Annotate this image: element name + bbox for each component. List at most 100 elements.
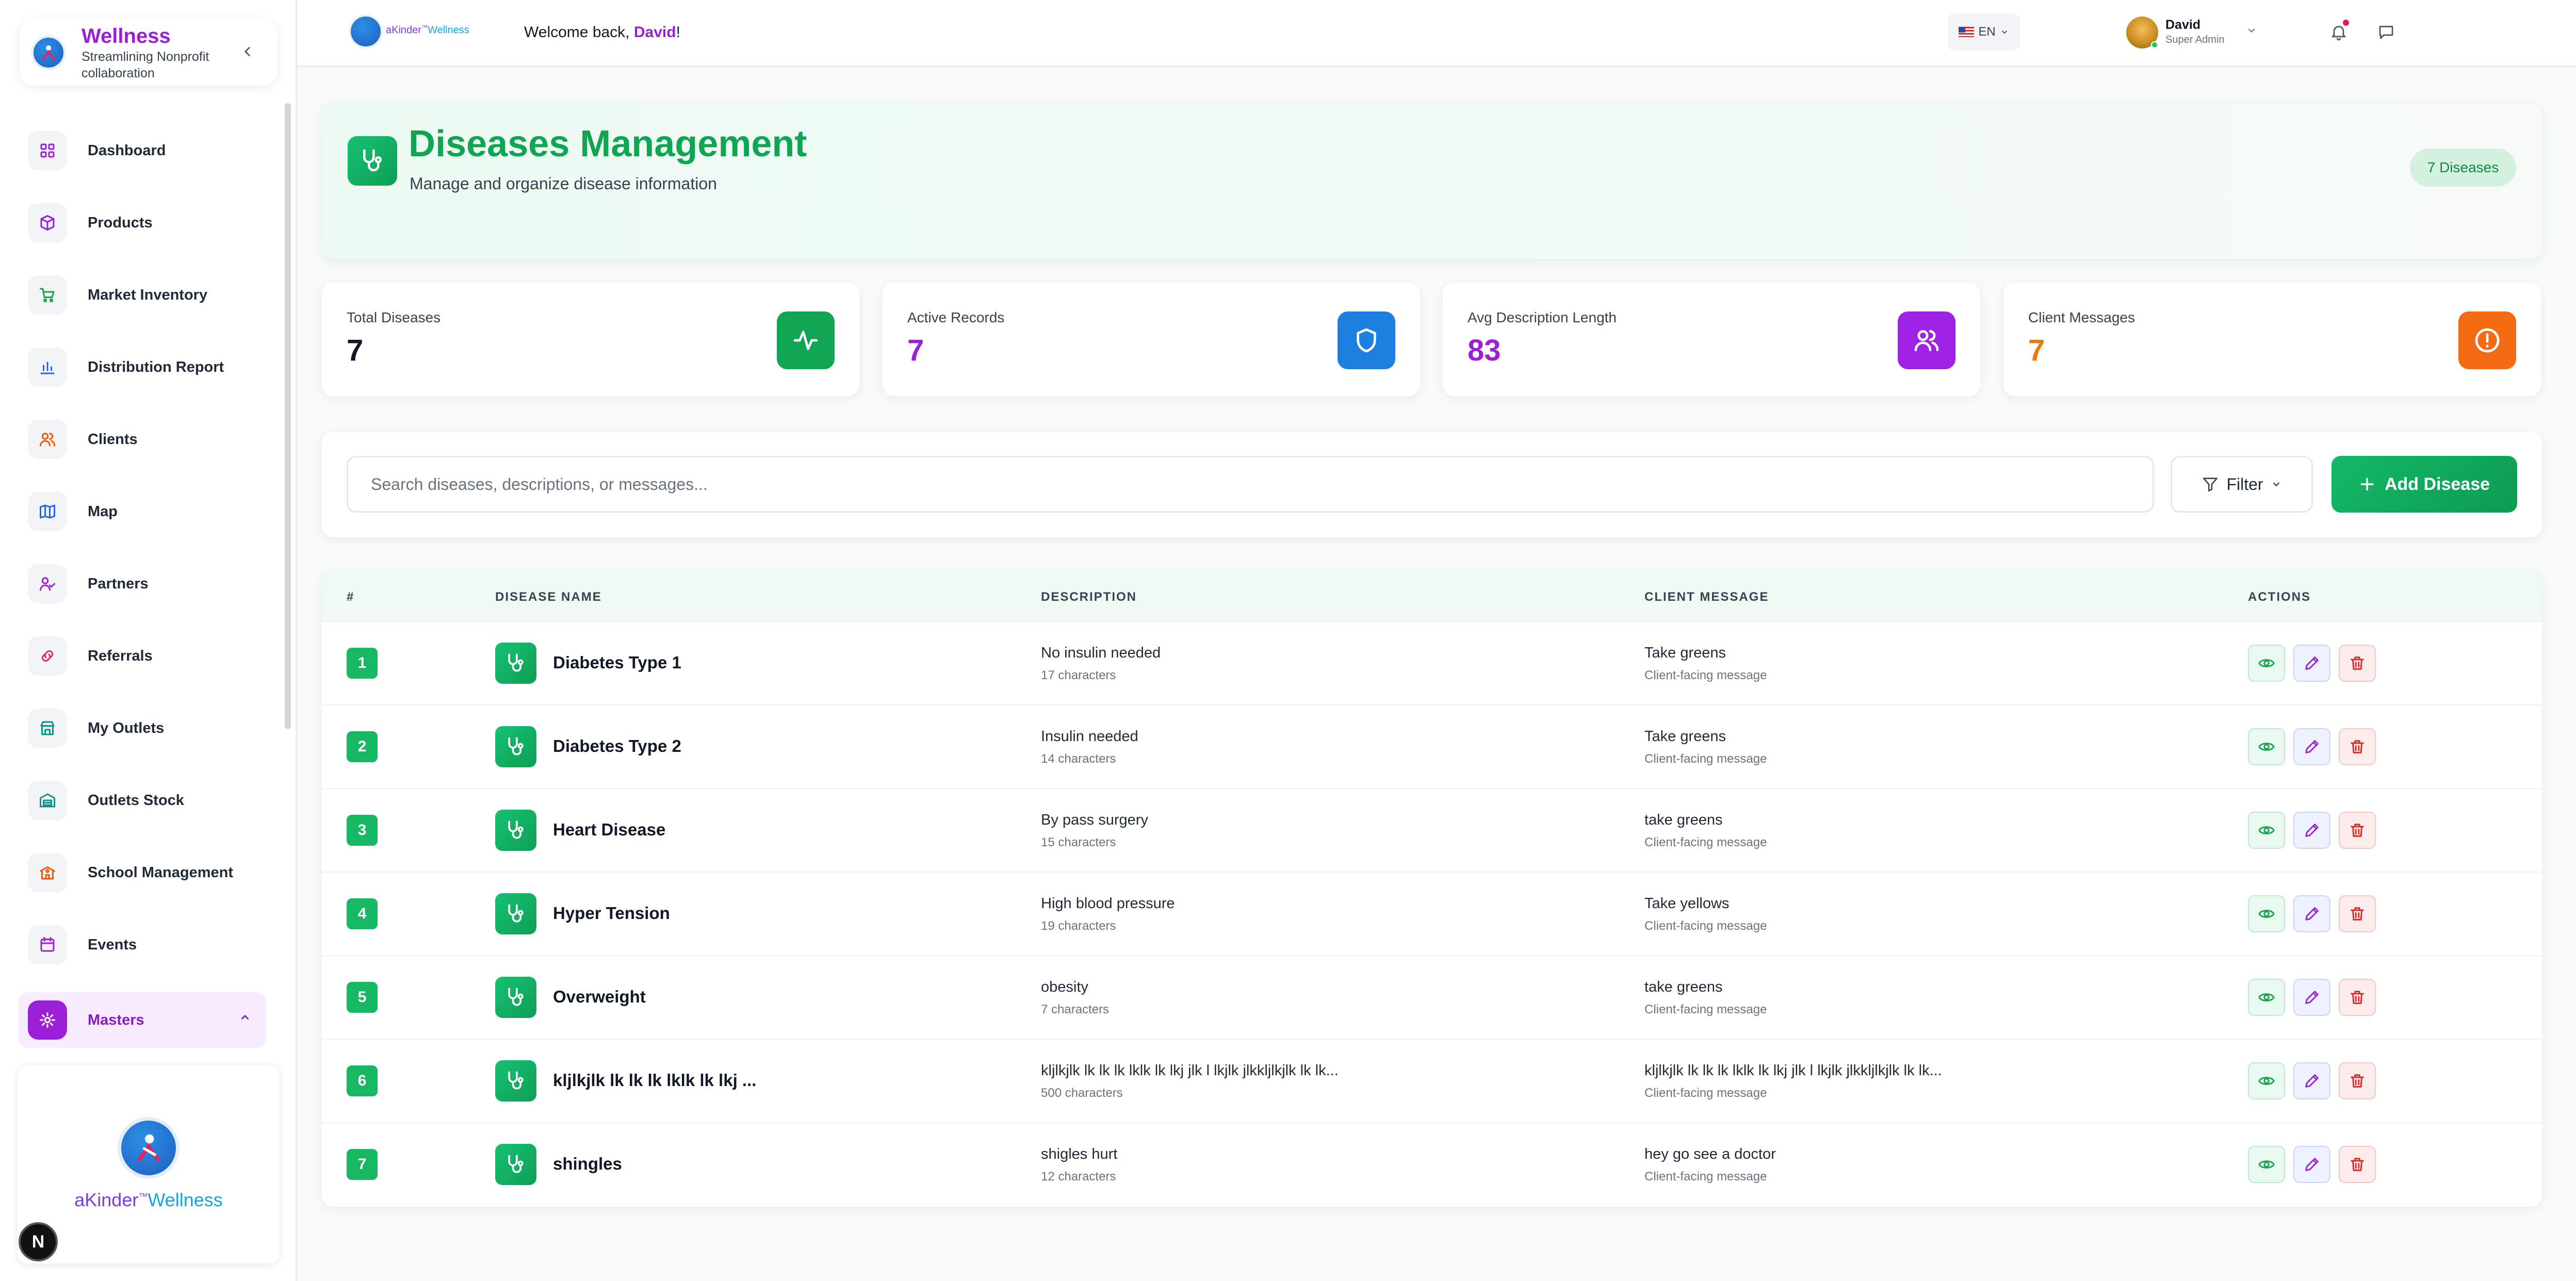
sidebar-item-masters[interactable]: Masters xyxy=(19,992,266,1048)
client-message: hey go see a doctor xyxy=(1644,1146,1776,1162)
client-message-caption: Client-facing message xyxy=(1644,919,1767,933)
trash-icon xyxy=(2351,907,2364,921)
sidebar-item-clients[interactable]: Clients xyxy=(19,412,266,467)
sidebar-item-label: Clients xyxy=(88,431,138,448)
stat-label: Active Records xyxy=(907,309,1005,325)
sidebar-item-distribution-report[interactable]: Distribution Report xyxy=(19,339,266,395)
grid-icon xyxy=(40,143,55,158)
sidebar-item-my-outlets[interactable]: My Outlets xyxy=(19,700,266,756)
column-header-disease-name: DISEASE NAME xyxy=(495,590,602,604)
topbar: aKinder™Wellness Welcome back, David! EN… xyxy=(297,0,2576,67)
client-message-caption: Client-facing message xyxy=(1644,668,1767,682)
view-button[interactable] xyxy=(2248,979,2285,1016)
trash-icon xyxy=(2351,824,2364,837)
sidebar-item-map[interactable]: Map xyxy=(19,484,266,539)
delete-button[interactable] xyxy=(2339,812,2376,849)
sidebar-item-products[interactable]: Products xyxy=(19,195,266,251)
messages-button[interactable] xyxy=(2372,18,2401,46)
edit-button[interactable] xyxy=(2293,895,2330,932)
chevron-up-icon[interactable] xyxy=(238,1011,252,1024)
eye-icon xyxy=(2258,910,2275,918)
edit-button[interactable] xyxy=(2293,1146,2330,1183)
client-message-caption: Client-facing message xyxy=(1644,752,1767,766)
client-message: take greens xyxy=(1644,812,1723,828)
chat-icon xyxy=(2379,26,2393,39)
delete-button[interactable] xyxy=(2339,728,2376,765)
description-length: 500 characters xyxy=(1041,1086,1123,1100)
delete-button[interactable] xyxy=(2339,979,2376,1016)
edit-button[interactable] xyxy=(2293,1062,2330,1099)
delete-button[interactable] xyxy=(2339,1062,2376,1099)
delete-button[interactable] xyxy=(2339,645,2376,682)
sidebar-item-school-management[interactable]: School Management xyxy=(19,845,266,900)
disease-description: No insulin needed xyxy=(1041,645,1161,661)
view-button[interactable] xyxy=(2248,1062,2285,1099)
add-disease-button[interactable]: Add Disease xyxy=(2332,456,2517,513)
map-icon xyxy=(40,504,55,519)
cart-icon xyxy=(40,288,55,303)
sidebar-item-events[interactable]: Events xyxy=(19,917,266,973)
view-button[interactable] xyxy=(2248,645,2285,682)
us-flag-icon xyxy=(1959,27,1975,37)
sidebar-item-icon xyxy=(28,709,67,748)
table-row: 3 Heart Disease By pass surgery 15 characte… xyxy=(322,788,2542,872)
view-button[interactable] xyxy=(2248,812,2285,849)
view-button[interactable] xyxy=(2248,728,2285,765)
chevron-down-icon xyxy=(2273,482,2279,487)
client-message: kljlkjlk lk lk lk lklk lk lkj jlk l lkjl… xyxy=(1644,1062,1942,1079)
trash-icon xyxy=(2351,1158,2364,1171)
delete-button[interactable] xyxy=(2339,1146,2376,1183)
collapse-sidebar-button[interactable] xyxy=(236,40,259,63)
disease-description: kljlkjlk lk lk lk lklk lk lkj jlk l lkjl… xyxy=(1041,1062,1339,1079)
row-number: 6 xyxy=(347,1065,378,1096)
edit-button[interactable] xyxy=(2293,728,2330,765)
column-header-actions: ACTIONS xyxy=(2248,590,2311,604)
online-status-dot xyxy=(2151,41,2158,48)
users-icon xyxy=(1914,330,1939,351)
sidebar-item-referrals[interactable]: Referrals xyxy=(19,628,266,684)
sidebar-item-outlets-stock[interactable]: Outlets Stock xyxy=(19,773,266,828)
language-selector[interactable]: EN xyxy=(1948,13,2020,51)
sidebar-item-partners[interactable]: Partners xyxy=(19,556,266,612)
row-number: 2 xyxy=(347,731,378,762)
search-input[interactable] xyxy=(371,457,2125,511)
filter-label: Filter xyxy=(2226,474,2263,494)
description-length: 15 characters xyxy=(1041,835,1116,849)
edit-button[interactable] xyxy=(2293,812,2330,849)
sidebar-item-icon xyxy=(28,275,67,315)
sidebar-item-market-inventory[interactable]: Market Inventory xyxy=(19,267,266,323)
search-toolbar: Filter Add Disease xyxy=(322,432,2542,537)
disease-description: obesity xyxy=(1041,979,1088,995)
sidebar-item-dashboard[interactable]: Dashboard xyxy=(19,123,266,178)
eye-icon xyxy=(2258,826,2275,834)
view-button[interactable] xyxy=(2248,1146,2285,1183)
notifications-button[interactable] xyxy=(2324,18,2353,46)
nextjs-dev-badge[interactable]: N xyxy=(19,1222,58,1261)
stat-icon-badge xyxy=(777,311,835,369)
stat-value: 7 xyxy=(2028,334,2045,367)
user-menu-toggle[interactable] xyxy=(2246,25,2257,39)
top-logo-text[interactable]: aKinder™Wellness xyxy=(386,24,469,36)
client-message: take greens xyxy=(1644,979,1723,995)
sidebar-item-icon xyxy=(28,492,67,531)
edit-button[interactable] xyxy=(2293,645,2330,682)
delete-button[interactable] xyxy=(2339,895,2376,932)
view-button[interactable] xyxy=(2248,895,2285,932)
user-name[interactable]: David xyxy=(2165,18,2201,32)
filter-button[interactable]: Filter xyxy=(2171,456,2313,513)
warehouse-icon xyxy=(40,793,55,808)
chevron-down-icon xyxy=(2248,28,2255,33)
page-header: Diseases Management Manage and organize … xyxy=(322,103,2542,259)
edit-button[interactable] xyxy=(2293,979,2330,1016)
search-box[interactable] xyxy=(347,456,2154,513)
disease-icon-badge xyxy=(495,1144,536,1185)
sidebar-scrollbar[interactable] xyxy=(285,103,291,729)
link-icon xyxy=(41,650,54,662)
stethoscope-icon xyxy=(508,820,524,839)
table-row: 5 Overweight obesity 7 characters take green… xyxy=(322,955,2542,1039)
top-logo-icon[interactable] xyxy=(349,14,383,48)
stethoscope-icon xyxy=(508,988,524,1006)
disease-name: Overweight xyxy=(553,987,646,1006)
trash-icon xyxy=(2351,656,2364,670)
chevron-down-icon xyxy=(2001,30,2007,34)
